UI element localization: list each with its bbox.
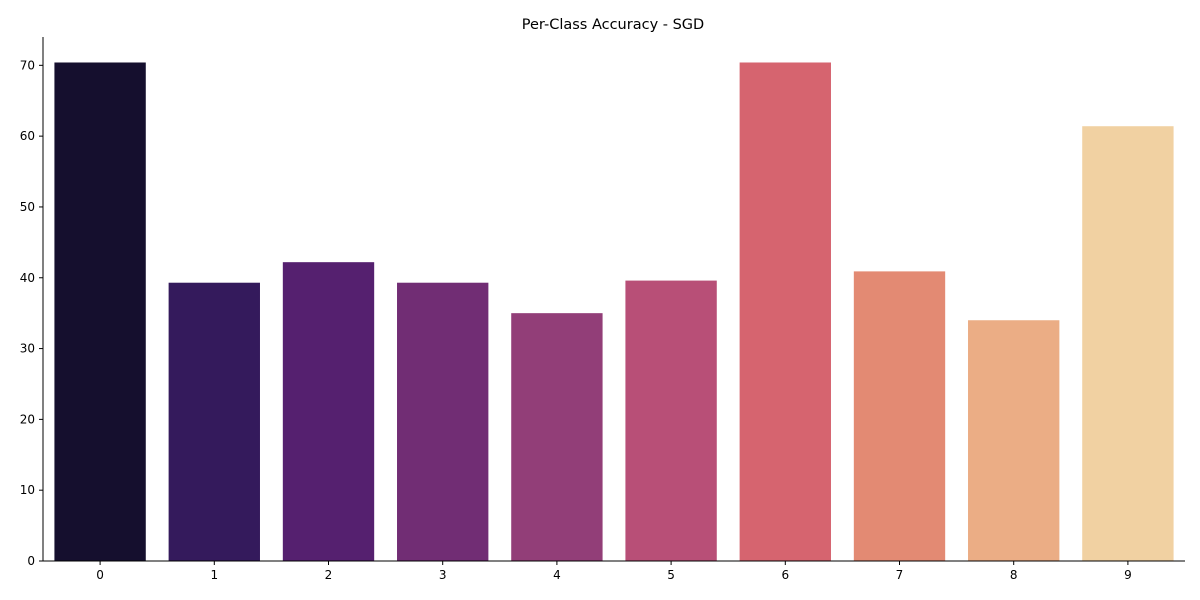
y-tick-label: 50 xyxy=(20,200,35,214)
bar-class-4 xyxy=(511,313,603,561)
bar-class-9 xyxy=(1082,126,1174,561)
x-tick-label: 7 xyxy=(896,568,904,582)
x-tick-label: 9 xyxy=(1124,568,1132,582)
x-axis: 0 1 2 3 4 5 6 7 8 9 xyxy=(43,560,1185,582)
bar-class-1 xyxy=(168,282,260,561)
bar-class-7 xyxy=(853,271,946,561)
bar-class-3 xyxy=(397,282,489,561)
y-tick-label: 20 xyxy=(20,412,35,426)
bar-class-5 xyxy=(625,280,717,561)
x-tick-label: 8 xyxy=(1010,568,1018,582)
y-tick-label: 10 xyxy=(20,483,35,497)
y-tick-label: 40 xyxy=(20,271,35,285)
x-tick-label: 1 xyxy=(210,568,218,582)
bar-class-2 xyxy=(282,262,375,561)
y-tick-label: 60 xyxy=(20,129,35,143)
chart-title: Per-Class Accuracy - SGD xyxy=(522,17,704,33)
y-tick-label: 30 xyxy=(20,342,35,356)
y-tick-label: 70 xyxy=(20,58,35,72)
x-tick-label: 0 xyxy=(96,568,104,582)
bar-class-6 xyxy=(739,62,831,562)
y-tick-label: 0 xyxy=(27,554,35,568)
bar-class-0 xyxy=(54,62,146,562)
x-tick-label: 3 xyxy=(439,568,447,582)
x-tick-label: 2 xyxy=(325,568,333,582)
x-tick-label: 4 xyxy=(553,568,561,582)
y-axis: 0 10 20 30 40 50 60 70 xyxy=(20,37,44,568)
bars-layer xyxy=(54,62,1174,562)
x-tick-label: 5 xyxy=(667,568,675,582)
bar-class-8 xyxy=(968,320,1060,561)
x-tick-label: 6 xyxy=(781,568,789,582)
